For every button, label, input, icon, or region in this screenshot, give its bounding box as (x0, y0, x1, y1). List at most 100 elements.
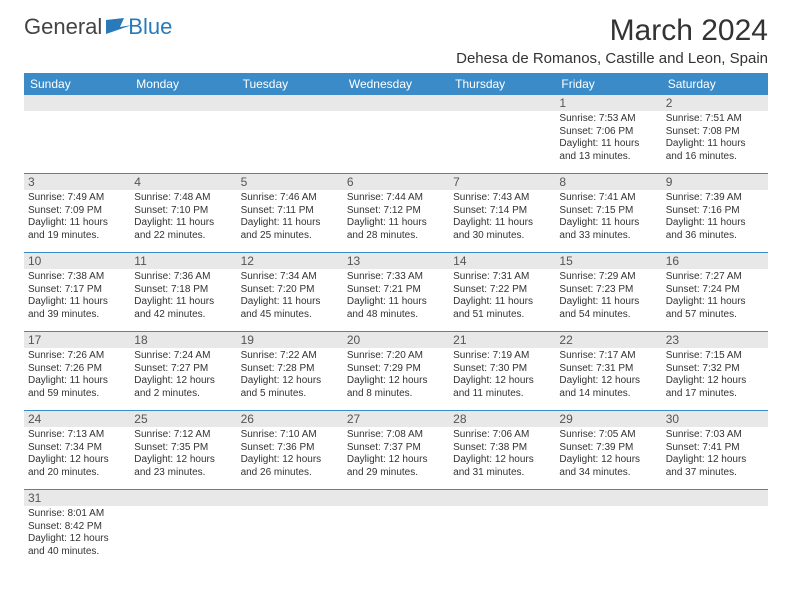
day-number: 3 (24, 174, 130, 190)
location: Dehesa de Romanos, Castille and Leon, Sp… (456, 50, 768, 67)
logo: General Blue (24, 14, 172, 40)
day-line: and 13 minutes. (559, 151, 657, 164)
week-row: Sunrise: 7:13 AMSunset: 7:34 PMDaylight:… (24, 427, 768, 490)
day-line: Sunrise: 7:33 AM (347, 271, 445, 284)
dow-sunday: Sunday (24, 73, 130, 95)
day-line: and 11 minutes. (453, 388, 551, 401)
day-line: Sunset: 7:24 PM (666, 284, 764, 297)
day-line: Sunrise: 7:48 AM (134, 192, 232, 205)
day-cell: Sunrise: 7:13 AMSunset: 7:34 PMDaylight:… (24, 427, 130, 489)
week-row: Sunrise: 7:26 AMSunset: 7:26 PMDaylight:… (24, 348, 768, 411)
day-number: 11 (130, 253, 236, 269)
day-cell: Sunrise: 7:33 AMSunset: 7:21 PMDaylight:… (343, 269, 449, 331)
day-line: Daylight: 12 hours (453, 375, 551, 388)
day-number: 2 (662, 95, 768, 111)
day-number (130, 95, 236, 111)
day-line: Daylight: 11 hours (666, 296, 764, 309)
day-cell: Sunrise: 7:12 AMSunset: 7:35 PMDaylight:… (130, 427, 236, 489)
day-cell: Sunrise: 7:15 AMSunset: 7:32 PMDaylight:… (662, 348, 768, 410)
day-number (449, 490, 555, 506)
day-number: 19 (237, 332, 343, 348)
day-number: 31 (24, 490, 130, 506)
day-line: Sunset: 7:36 PM (241, 442, 339, 455)
day-line: Sunrise: 7:29 AM (559, 271, 657, 284)
day-number-row: 24252627282930 (24, 411, 768, 427)
day-line: and 40 minutes. (28, 546, 126, 559)
day-line: and 30 minutes. (453, 230, 551, 243)
day-line: Sunrise: 7:06 AM (453, 429, 551, 442)
day-line: Sunrise: 8:01 AM (28, 508, 126, 521)
day-line: Sunrise: 7:12 AM (134, 429, 232, 442)
day-line: Daylight: 11 hours (666, 138, 764, 151)
day-line: Daylight: 12 hours (453, 454, 551, 467)
day-line: and 23 minutes. (134, 467, 232, 480)
day-number: 22 (555, 332, 661, 348)
day-number (555, 490, 661, 506)
day-number: 12 (237, 253, 343, 269)
day-cell: Sunrise: 7:38 AMSunset: 7:17 PMDaylight:… (24, 269, 130, 331)
day-line: Sunrise: 7:46 AM (241, 192, 339, 205)
day-line: Sunset: 7:31 PM (559, 363, 657, 376)
day-line: Sunset: 7:08 PM (666, 126, 764, 139)
day-number: 21 (449, 332, 555, 348)
day-number: 10 (24, 253, 130, 269)
day-number: 14 (449, 253, 555, 269)
day-number: 7 (449, 174, 555, 190)
day-line: Sunrise: 7:15 AM (666, 350, 764, 363)
day-line: Sunset: 7:16 PM (666, 205, 764, 218)
day-line: Daylight: 11 hours (241, 217, 339, 230)
day-line: Sunset: 7:10 PM (134, 205, 232, 218)
day-number: 28 (449, 411, 555, 427)
day-line: Daylight: 11 hours (134, 296, 232, 309)
day-line: Sunrise: 7:53 AM (559, 113, 657, 126)
day-number: 16 (662, 253, 768, 269)
day-line: Sunset: 7:30 PM (453, 363, 551, 376)
day-line: and 33 minutes. (559, 230, 657, 243)
day-line: Sunset: 7:09 PM (28, 205, 126, 218)
day-line: Daylight: 11 hours (28, 296, 126, 309)
day-cell (130, 506, 236, 568)
day-line: Sunset: 7:12 PM (347, 205, 445, 218)
day-line: and 59 minutes. (28, 388, 126, 401)
day-number: 4 (130, 174, 236, 190)
day-line: Sunset: 7:17 PM (28, 284, 126, 297)
day-cell: Sunrise: 7:03 AMSunset: 7:41 PMDaylight:… (662, 427, 768, 489)
day-line: Sunrise: 7:34 AM (241, 271, 339, 284)
day-line: Sunrise: 7:38 AM (28, 271, 126, 284)
day-line: and 8 minutes. (347, 388, 445, 401)
day-cell: Sunrise: 7:48 AMSunset: 7:10 PMDaylight:… (130, 190, 236, 252)
day-line: Daylight: 12 hours (559, 454, 657, 467)
day-cell: Sunrise: 7:06 AMSunset: 7:38 PMDaylight:… (449, 427, 555, 489)
day-cell: Sunrise: 7:22 AMSunset: 7:28 PMDaylight:… (237, 348, 343, 410)
day-cell: Sunrise: 7:43 AMSunset: 7:14 PMDaylight:… (449, 190, 555, 252)
day-line: Sunrise: 7:20 AM (347, 350, 445, 363)
day-cell: Sunrise: 7:39 AMSunset: 7:16 PMDaylight:… (662, 190, 768, 252)
day-cell: Sunrise: 7:36 AMSunset: 7:18 PMDaylight:… (130, 269, 236, 331)
day-number: 23 (662, 332, 768, 348)
calendar: Sunday Monday Tuesday Wednesday Thursday… (24, 73, 768, 568)
day-line: Daylight: 12 hours (666, 454, 764, 467)
month-title: March 2024 (456, 14, 768, 48)
dow-friday: Friday (555, 73, 661, 95)
day-line: Sunrise: 7:39 AM (666, 192, 764, 205)
day-line: Sunrise: 7:08 AM (347, 429, 445, 442)
day-line: and 14 minutes. (559, 388, 657, 401)
day-line: Sunrise: 7:17 AM (559, 350, 657, 363)
day-number: 20 (343, 332, 449, 348)
day-line: Daylight: 12 hours (241, 454, 339, 467)
day-line: Sunrise: 7:24 AM (134, 350, 232, 363)
day-number-row: 17181920212223 (24, 332, 768, 348)
day-line: and 17 minutes. (666, 388, 764, 401)
day-line: and 29 minutes. (347, 467, 445, 480)
day-number (343, 95, 449, 111)
day-cell: Sunrise: 7:44 AMSunset: 7:12 PMDaylight:… (343, 190, 449, 252)
day-line: Daylight: 11 hours (559, 217, 657, 230)
day-cell: Sunrise: 7:19 AMSunset: 7:30 PMDaylight:… (449, 348, 555, 410)
day-cell: Sunrise: 7:20 AMSunset: 7:29 PMDaylight:… (343, 348, 449, 410)
day-line: Daylight: 11 hours (347, 217, 445, 230)
day-line: Sunset: 7:38 PM (453, 442, 551, 455)
day-line: Sunrise: 7:05 AM (559, 429, 657, 442)
header: General Blue March 2024 Dehesa de Romano… (24, 14, 768, 67)
day-number-row: 12 (24, 95, 768, 111)
day-line: Sunset: 7:28 PM (241, 363, 339, 376)
